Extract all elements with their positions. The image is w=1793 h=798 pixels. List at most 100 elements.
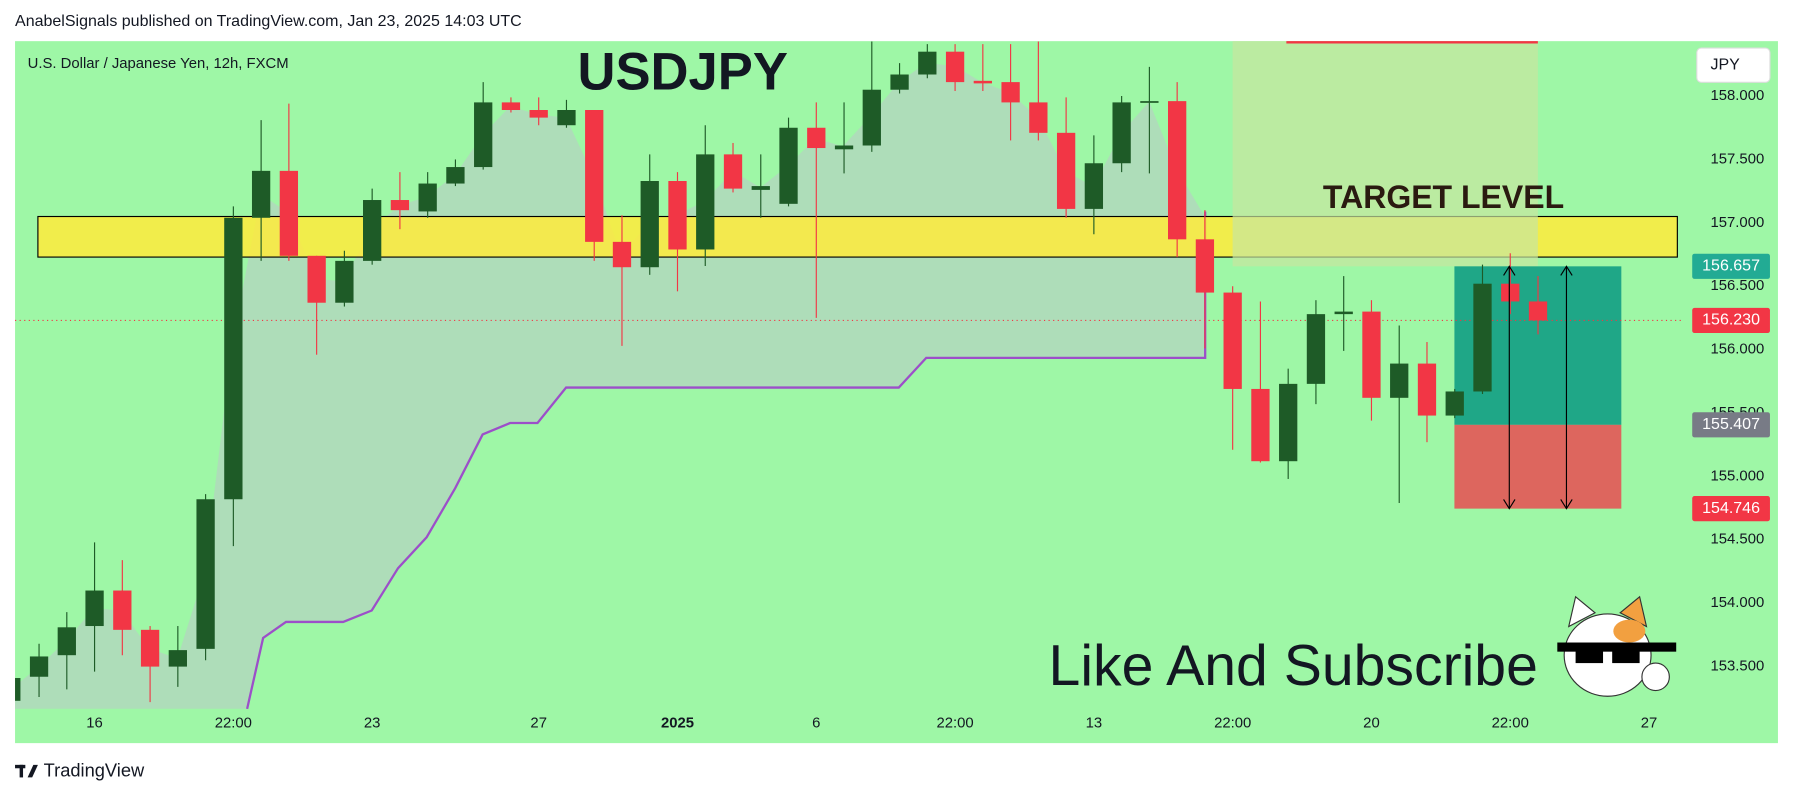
candle-body <box>668 181 687 250</box>
y-tick-label: 156.000 <box>1711 342 1765 358</box>
candle-body <box>1445 391 1464 416</box>
x-tick-label: 2025 <box>661 716 694 732</box>
symbol-annotation: USDJPY <box>578 42 788 101</box>
candle-body <box>29 656 49 677</box>
candle-body <box>779 127 798 204</box>
candle-body <box>1223 292 1242 389</box>
price-label: 156.657 <box>1702 258 1760 275</box>
candle-body <box>1306 314 1326 384</box>
candle-body <box>279 170 299 256</box>
candle-body <box>585 110 604 242</box>
x-tick-label: 22:00 <box>936 716 973 732</box>
cat-sticker <box>1557 595 1677 697</box>
candle-body <box>1084 163 1104 209</box>
subscribe-annotation: Like And Subscribe <box>1049 634 1538 698</box>
candle-body <box>918 51 937 75</box>
candle-body <box>307 255 326 303</box>
candle-body <box>1279 383 1298 462</box>
candle-body <box>751 186 770 190</box>
y-tick-label: 154.500 <box>1711 532 1765 548</box>
y-tick-label: 154.000 <box>1711 595 1765 611</box>
candle-body <box>251 170 271 218</box>
x-tick-label: 16 <box>86 716 103 732</box>
y-tick-label: 157.000 <box>1711 215 1765 231</box>
candle-body <box>1528 301 1548 321</box>
candle-body <box>1056 132 1076 209</box>
currency-label: JPY <box>1711 56 1741 73</box>
candle-body <box>15 678 21 701</box>
candle-body <box>1501 283 1520 302</box>
x-tick-label: 6 <box>812 716 820 732</box>
x-tick-label: 23 <box>364 716 381 732</box>
candle-body <box>390 200 410 211</box>
candle-body <box>945 51 965 83</box>
price-label: 155.407 <box>1702 416 1760 433</box>
price-label: 154.746 <box>1702 500 1760 517</box>
candle-body <box>1251 388 1270 462</box>
price-label: 156.230 <box>1702 312 1760 329</box>
candle-body <box>973 80 992 84</box>
candle-body <box>696 154 715 250</box>
arrow-head <box>1560 499 1573 510</box>
candle-body <box>1334 311 1353 315</box>
candle-body <box>1417 363 1437 416</box>
x-tick-label: 20 <box>1363 716 1380 732</box>
candle-body <box>890 74 909 90</box>
y-tick-label: 157.500 <box>1711 151 1765 167</box>
y-tick-label: 158.000 <box>1711 88 1765 104</box>
candle-body <box>446 167 465 184</box>
price-label-box <box>1692 496 1770 522</box>
price-label-box <box>1692 412 1770 438</box>
candle-body <box>224 217 243 500</box>
currency-button[interactable] <box>1696 47 1771 83</box>
candle-body <box>1029 102 1048 133</box>
arrow-head <box>1503 265 1516 276</box>
candle-body <box>85 590 104 627</box>
arrow-head <box>1503 499 1516 510</box>
candle-body <box>612 241 632 268</box>
symbol-description: U.S. Dollar / Japanese Yen, 12h, FXCM <box>28 56 289 72</box>
candle-body <box>474 102 493 168</box>
candle-body <box>807 127 826 149</box>
x-tick-label: 22:00 <box>215 716 252 732</box>
candle-body <box>418 183 437 212</box>
x-tick-label: 22:00 <box>1492 716 1529 732</box>
forecast-zone <box>1232 41 1538 267</box>
candle-body <box>1168 101 1187 240</box>
x-tick-label: 27 <box>1641 716 1658 732</box>
x-tick-label: 22:00 <box>1214 716 1251 732</box>
publish-header: AnabelSignals published on TradingView.c… <box>15 13 522 30</box>
loss-zone <box>1454 424 1622 509</box>
tradingview-logo <box>15 764 38 778</box>
candle-body <box>862 89 881 146</box>
arrow-head <box>1560 265 1573 276</box>
indicator-line <box>246 211 1207 710</box>
y-tick-label: 156.500 <box>1711 278 1765 294</box>
candle-body <box>1195 239 1215 293</box>
candle-body <box>723 154 743 189</box>
candle-body <box>834 145 854 150</box>
y-tick-label: 153.500 <box>1711 659 1765 675</box>
x-tick-label: 27 <box>530 716 547 732</box>
candle-body <box>1001 82 1020 103</box>
candle-body <box>363 200 382 261</box>
candle-body <box>113 590 132 630</box>
candle-body <box>557 110 576 126</box>
candle-body <box>1362 311 1381 398</box>
candle-body <box>1112 102 1131 164</box>
candle-body <box>57 627 76 656</box>
candle-body <box>168 650 187 667</box>
candle-body <box>1390 363 1409 398</box>
price-label-box <box>1692 307 1770 334</box>
candle-body <box>529 110 548 118</box>
x-tick-label: 13 <box>1086 716 1103 732</box>
target-zone-label: TARGET LEVEL <box>1323 179 1564 215</box>
brand-label: TradingView <box>44 760 145 781</box>
candle-body <box>140 629 160 667</box>
price-label-box <box>1692 253 1770 279</box>
candle-body <box>1140 101 1159 103</box>
candle-body <box>196 499 215 649</box>
candle-body <box>1473 283 1492 392</box>
candle-body <box>335 260 354 303</box>
